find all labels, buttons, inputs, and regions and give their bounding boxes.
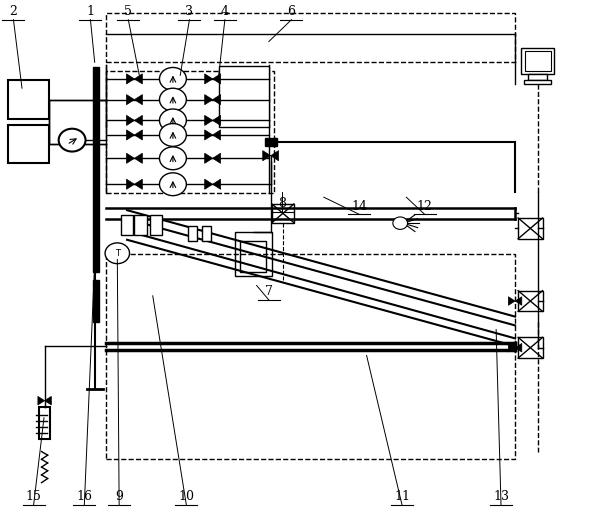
Polygon shape bbox=[126, 130, 134, 140]
Circle shape bbox=[159, 88, 186, 111]
Bar bbox=[134, 215, 147, 235]
Polygon shape bbox=[134, 115, 142, 126]
Polygon shape bbox=[213, 94, 221, 105]
Text: 10: 10 bbox=[178, 490, 194, 503]
Circle shape bbox=[105, 243, 130, 264]
Polygon shape bbox=[205, 179, 213, 189]
Text: 3: 3 bbox=[185, 5, 194, 18]
Polygon shape bbox=[126, 94, 134, 105]
Circle shape bbox=[159, 109, 186, 132]
Text: 12: 12 bbox=[417, 200, 433, 213]
Bar bbox=[188, 226, 197, 241]
Bar bbox=[106, 71, 274, 193]
Polygon shape bbox=[213, 179, 221, 189]
Bar bbox=[8, 125, 49, 163]
Text: 1: 1 bbox=[86, 5, 95, 18]
Polygon shape bbox=[213, 115, 221, 126]
Text: 13: 13 bbox=[493, 490, 509, 503]
Polygon shape bbox=[515, 297, 522, 305]
Text: 2: 2 bbox=[10, 5, 17, 18]
Polygon shape bbox=[126, 179, 134, 189]
Text: 15: 15 bbox=[26, 490, 42, 503]
Bar bbox=[524, 51, 551, 71]
Polygon shape bbox=[205, 94, 213, 105]
Polygon shape bbox=[126, 115, 134, 126]
Bar bbox=[518, 291, 543, 311]
Polygon shape bbox=[93, 280, 99, 322]
Polygon shape bbox=[93, 67, 99, 272]
Text: 9: 9 bbox=[115, 490, 123, 503]
Polygon shape bbox=[265, 138, 277, 146]
Bar bbox=[528, 74, 547, 80]
Bar bbox=[106, 254, 515, 459]
Polygon shape bbox=[205, 153, 213, 163]
Text: 8: 8 bbox=[278, 197, 287, 210]
Bar bbox=[106, 13, 515, 62]
Polygon shape bbox=[134, 179, 142, 189]
Bar bbox=[518, 337, 543, 358]
Circle shape bbox=[59, 129, 86, 152]
Circle shape bbox=[159, 67, 186, 90]
Polygon shape bbox=[134, 94, 142, 105]
Text: T: T bbox=[115, 249, 120, 258]
Text: 11: 11 bbox=[394, 490, 410, 503]
Bar bbox=[121, 215, 133, 235]
Text: 6: 6 bbox=[287, 5, 296, 18]
Polygon shape bbox=[38, 397, 45, 405]
Text: 5: 5 bbox=[125, 5, 132, 18]
Bar bbox=[521, 48, 555, 74]
Circle shape bbox=[393, 217, 408, 229]
Bar bbox=[524, 80, 552, 84]
Text: 14: 14 bbox=[351, 200, 367, 213]
Polygon shape bbox=[508, 297, 515, 305]
Text: 4: 4 bbox=[221, 5, 229, 18]
Polygon shape bbox=[271, 151, 279, 161]
Bar bbox=[240, 241, 266, 272]
Text: 7: 7 bbox=[265, 285, 273, 298]
Polygon shape bbox=[213, 74, 221, 84]
Polygon shape bbox=[134, 74, 142, 84]
Bar bbox=[8, 80, 49, 119]
Polygon shape bbox=[205, 130, 213, 140]
Polygon shape bbox=[126, 74, 134, 84]
Polygon shape bbox=[263, 151, 271, 161]
Text: 16: 16 bbox=[76, 490, 92, 503]
Polygon shape bbox=[205, 74, 213, 84]
Bar bbox=[150, 215, 162, 235]
Bar bbox=[39, 407, 50, 439]
Polygon shape bbox=[205, 115, 213, 126]
Polygon shape bbox=[45, 397, 51, 405]
Polygon shape bbox=[515, 344, 522, 352]
Polygon shape bbox=[213, 130, 221, 140]
Bar bbox=[235, 232, 272, 276]
Polygon shape bbox=[126, 153, 134, 163]
Polygon shape bbox=[213, 153, 221, 163]
Circle shape bbox=[159, 173, 186, 196]
Bar bbox=[272, 204, 294, 223]
Circle shape bbox=[159, 124, 186, 146]
Bar bbox=[219, 66, 269, 127]
Bar bbox=[518, 218, 543, 239]
Polygon shape bbox=[508, 344, 515, 352]
Bar bbox=[202, 226, 211, 241]
Polygon shape bbox=[134, 130, 142, 140]
Circle shape bbox=[159, 147, 186, 170]
Polygon shape bbox=[134, 153, 142, 163]
